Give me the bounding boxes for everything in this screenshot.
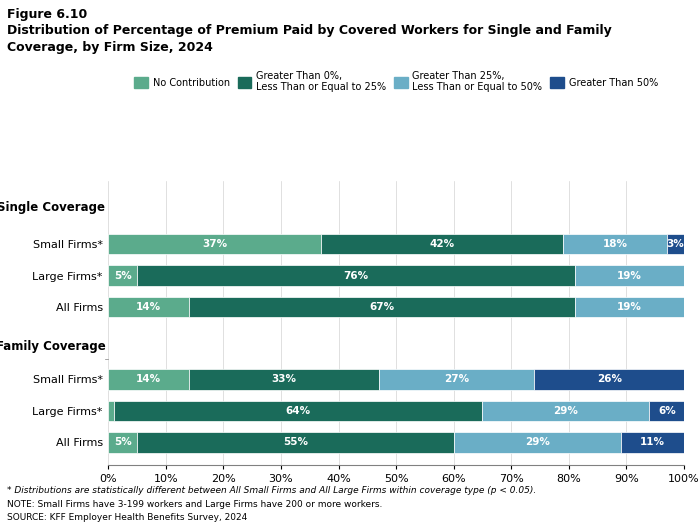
Bar [108, 432, 137, 453]
Bar [188, 297, 574, 317]
Text: 14%: 14% [136, 374, 161, 384]
Text: Figure 6.10: Figure 6.10 [7, 8, 87, 21]
Text: 19%: 19% [617, 302, 641, 312]
Bar [137, 266, 574, 286]
Text: 3%: 3% [667, 239, 684, 249]
Text: 29%: 29% [525, 437, 549, 447]
Text: SOURCE: KFF Employer Health Benefits Survey, 2024: SOURCE: KFF Employer Health Benefits Sur… [7, 513, 247, 522]
Bar [108, 297, 188, 317]
Text: 37%: 37% [202, 239, 228, 249]
Bar [563, 234, 667, 254]
Text: Single Coverage: Single Coverage [0, 201, 105, 214]
Bar [379, 369, 535, 390]
Bar [649, 401, 684, 421]
Text: 55%: 55% [283, 437, 308, 447]
Bar [454, 432, 621, 453]
Text: 42%: 42% [430, 239, 454, 249]
Bar [321, 234, 563, 254]
Text: 27%: 27% [444, 374, 469, 384]
Text: 29%: 29% [554, 406, 579, 416]
Text: 5%: 5% [114, 437, 131, 447]
Text: 33%: 33% [272, 374, 297, 384]
Bar [535, 369, 684, 390]
Text: 5%: 5% [114, 270, 131, 281]
Text: 19%: 19% [617, 270, 641, 281]
Text: Coverage, by Firm Size, 2024: Coverage, by Firm Size, 2024 [7, 41, 213, 54]
Legend: No Contribution, Greater Than 0%,
Less Than or Equal to 25%, Greater Than 25%,
L: No Contribution, Greater Than 0%, Less T… [131, 67, 662, 96]
Text: 67%: 67% [369, 302, 394, 312]
Text: 11%: 11% [640, 437, 665, 447]
Bar [108, 369, 188, 390]
Text: 14%: 14% [136, 302, 161, 312]
Bar [574, 266, 684, 286]
Bar [667, 234, 684, 254]
Bar [621, 432, 684, 453]
Bar [108, 266, 137, 286]
Text: NOTE: Small Firms have 3-199 workers and Large Firms have 200 or more workers.: NOTE: Small Firms have 3-199 workers and… [7, 500, 383, 509]
Text: 6%: 6% [658, 406, 676, 416]
Text: 64%: 64% [285, 406, 311, 416]
Bar [188, 369, 379, 390]
Text: * Distributions are statistically different between All Small Firms and All Larg: * Distributions are statistically differ… [7, 486, 536, 495]
Text: Family Coverage: Family Coverage [0, 340, 105, 352]
Text: 76%: 76% [343, 270, 369, 281]
Bar [574, 297, 684, 317]
Bar [482, 401, 649, 421]
Bar [137, 432, 454, 453]
Bar [114, 401, 482, 421]
Text: 26%: 26% [597, 374, 622, 384]
Text: Distribution of Percentage of Premium Paid by Covered Workers for Single and Fam: Distribution of Percentage of Premium Pa… [7, 24, 611, 37]
Bar [108, 234, 321, 254]
Text: 18%: 18% [602, 239, 628, 249]
Bar [108, 401, 114, 421]
